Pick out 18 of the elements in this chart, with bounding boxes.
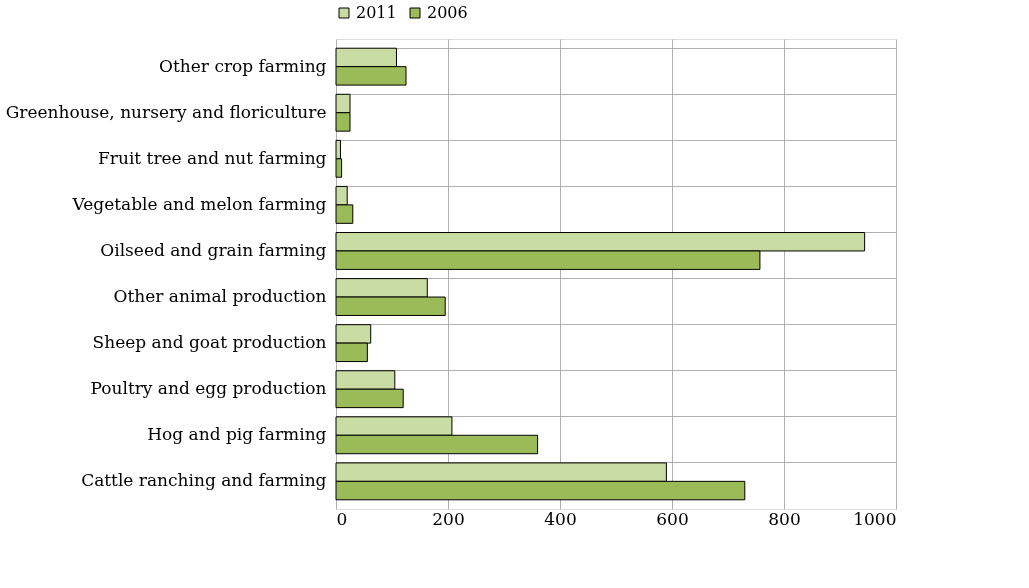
x-tick-label: 0 [336, 508, 348, 529]
x-tick-label: 600 [656, 508, 689, 529]
legend-label: 2011 [356, 3, 397, 22]
y-tick-label: Hog and pig farming [147, 424, 327, 445]
x-tick-label: 1000 [853, 508, 897, 529]
y-tick-label: Greenhouse, nursery and floriculture [5, 101, 327, 122]
y-tick-label: Fruit tree and nut farming [98, 147, 327, 168]
y-tick-label: Vegetable and melon farming [71, 193, 327, 214]
y-tick-label: Other animal production [113, 286, 327, 307]
x-tick-label: 400 [544, 508, 577, 529]
y-tick-label: Cattle ranching and farming [81, 470, 327, 491]
y-tick-label: Poultry and egg production [90, 378, 327, 399]
x-tick-label: 800 [768, 508, 801, 529]
x-tick-label: 200 [432, 508, 465, 529]
y-tick-label: Oilseed and grain farming [100, 239, 327, 260]
legend-label: 2006 [427, 3, 468, 22]
y-tick-label: Sheep and goat production [92, 332, 327, 353]
y-tick-label: Other crop farming [159, 55, 327, 76]
